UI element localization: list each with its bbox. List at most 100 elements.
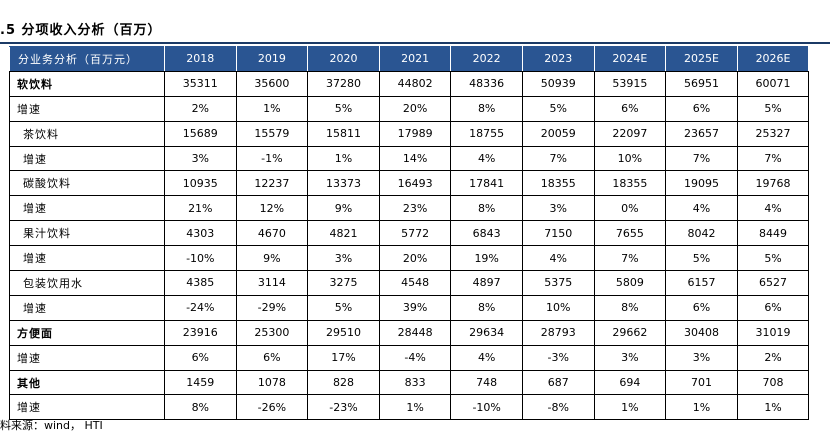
table-cell: 13373: [307, 170, 380, 197]
table-cell: 6%: [665, 294, 738, 321]
table-cell: 3114: [235, 270, 309, 296]
table-cell: 29634: [450, 319, 523, 346]
row-label: 茶饮料: [9, 120, 165, 147]
table-cell: 7%: [593, 245, 667, 272]
header-cell: 2023: [521, 46, 595, 72]
table-cell: 833: [378, 369, 452, 396]
table-cell: 28793: [521, 319, 595, 346]
table-cell: 37280: [307, 70, 380, 97]
table-row: 增速 6% 6% 17% -4% 4% -3% 3% 3% 2%: [9, 344, 810, 371]
table-cell: 7%: [665, 145, 738, 172]
table-row: 方便面 23916 25300 29510 28448 29634 28793 29662 30…: [9, 319, 810, 346]
table-cell: 17989: [378, 120, 452, 147]
table-cell: 23%: [378, 195, 452, 222]
table-cell: 15579: [235, 120, 309, 147]
table-cell: -3%: [521, 344, 595, 371]
table-cell: 4303: [164, 220, 237, 247]
table-cell: 29510: [307, 319, 380, 346]
table-cell: 4%: [521, 245, 595, 272]
table-cell: 708: [736, 369, 810, 396]
table-row: 增速 8% -26% -23% 1% -10% -8% 1% 1% 1%: [9, 394, 810, 421]
table-cell: 35600: [235, 70, 309, 97]
table-cell: -10%: [450, 394, 523, 421]
header-cell: 2021: [378, 46, 452, 72]
table-cell: 694: [593, 369, 667, 396]
table-cell: 10%: [521, 294, 595, 321]
table-cell: -24%: [164, 294, 237, 321]
table-cell: 4897: [450, 270, 523, 296]
row-label: 增速: [9, 245, 165, 272]
table-cell: 25300: [235, 319, 309, 346]
table-cell: 5%: [736, 245, 810, 272]
table-cell: 20%: [378, 95, 452, 122]
table-cell: 18755: [450, 120, 523, 147]
row-label: 增速: [9, 145, 165, 172]
table-cell: 4385: [164, 270, 237, 296]
table-cell: 4%: [736, 195, 810, 222]
row-label: 方便面: [9, 319, 165, 346]
table-cell: 8%: [450, 294, 523, 321]
table-cell: -29%: [235, 294, 309, 321]
table-cell: 23657: [665, 120, 738, 147]
table-title: .5 分项收入分析（百万）: [0, 23, 162, 38]
row-label: 包装饮用水: [9, 270, 165, 296]
table-cell: 35311: [164, 70, 237, 97]
table-cell: 6157: [665, 270, 738, 296]
table-cell: 6527: [736, 270, 810, 296]
table-cell: 8449: [736, 220, 810, 247]
table-cell: 7655: [593, 220, 667, 247]
table-cell: 5%: [665, 245, 738, 272]
table-cell: 1%: [378, 394, 452, 421]
header-cell: 2019: [235, 46, 309, 72]
row-label: 增速: [9, 344, 165, 371]
row-label: 增速: [9, 95, 165, 122]
table-cell: 1%: [307, 145, 380, 172]
table-cell: 2%: [736, 344, 810, 371]
table-cell: 4670: [235, 220, 309, 247]
table-cell: 29662: [593, 319, 667, 346]
table-cell: 1459: [164, 369, 237, 396]
table-row: 茶饮料 15689 15579 15811 17989 18755 20059 22097 23…: [9, 120, 810, 147]
table-cell: 1%: [736, 394, 810, 421]
table-row: 果汁饮料 4303 4670 4821 5772 6843 7150 7655 8042 8449: [9, 220, 810, 247]
table-cell: 22097: [593, 120, 667, 147]
header-cell: 2024E: [593, 46, 667, 72]
table-cell: 8%: [593, 294, 667, 321]
table-cell: 44802: [378, 70, 452, 97]
table-cell: 14%: [378, 145, 452, 172]
row-label: 软饮料: [9, 70, 165, 97]
table-cell: 9%: [307, 195, 380, 222]
table-cell: 6%: [665, 95, 738, 122]
table-cell: 8%: [164, 394, 237, 421]
table-cell: 12237: [235, 170, 309, 197]
table-cell: 748: [450, 369, 523, 396]
table-cell: 8042: [665, 220, 738, 247]
table-cell: -4%: [378, 344, 452, 371]
table-cell: 12%: [235, 195, 309, 222]
table-cell: 15811: [307, 120, 380, 147]
table-cell: 53915: [593, 70, 667, 97]
table-cell: 18355: [593, 170, 667, 197]
table-cell: 17841: [450, 170, 523, 197]
table-cell: 5772: [378, 220, 452, 247]
table-cell: 9%: [235, 245, 309, 272]
table-cell: 3%: [665, 344, 738, 371]
table-cell: 30408: [665, 319, 738, 346]
header-cell: 2020: [307, 46, 380, 72]
table-cell: 20%: [378, 245, 452, 272]
table-cell: 828: [307, 369, 380, 396]
table-cell: 25327: [736, 120, 810, 147]
table-row: 软饮料 35311 35600 37280 44802 48336 50939 53915 56…: [9, 70, 810, 97]
table-cell: 4821: [307, 220, 380, 247]
header-cell: 2026E: [736, 46, 810, 72]
table-cell: 687: [521, 369, 595, 396]
table-cell: 19%: [450, 245, 523, 272]
title-divider: [0, 42, 830, 44]
table-row: 增速 -24% -29% 5% 39% 8% 10% 8% 6% 6%: [9, 294, 810, 321]
row-label: 其他: [9, 369, 165, 396]
table-cell: -23%: [307, 394, 380, 421]
table-cell: 15689: [164, 120, 237, 147]
table-cell: -1%: [235, 145, 309, 172]
table-cell: 18355: [521, 170, 595, 197]
table-cell: 5809: [593, 270, 667, 296]
